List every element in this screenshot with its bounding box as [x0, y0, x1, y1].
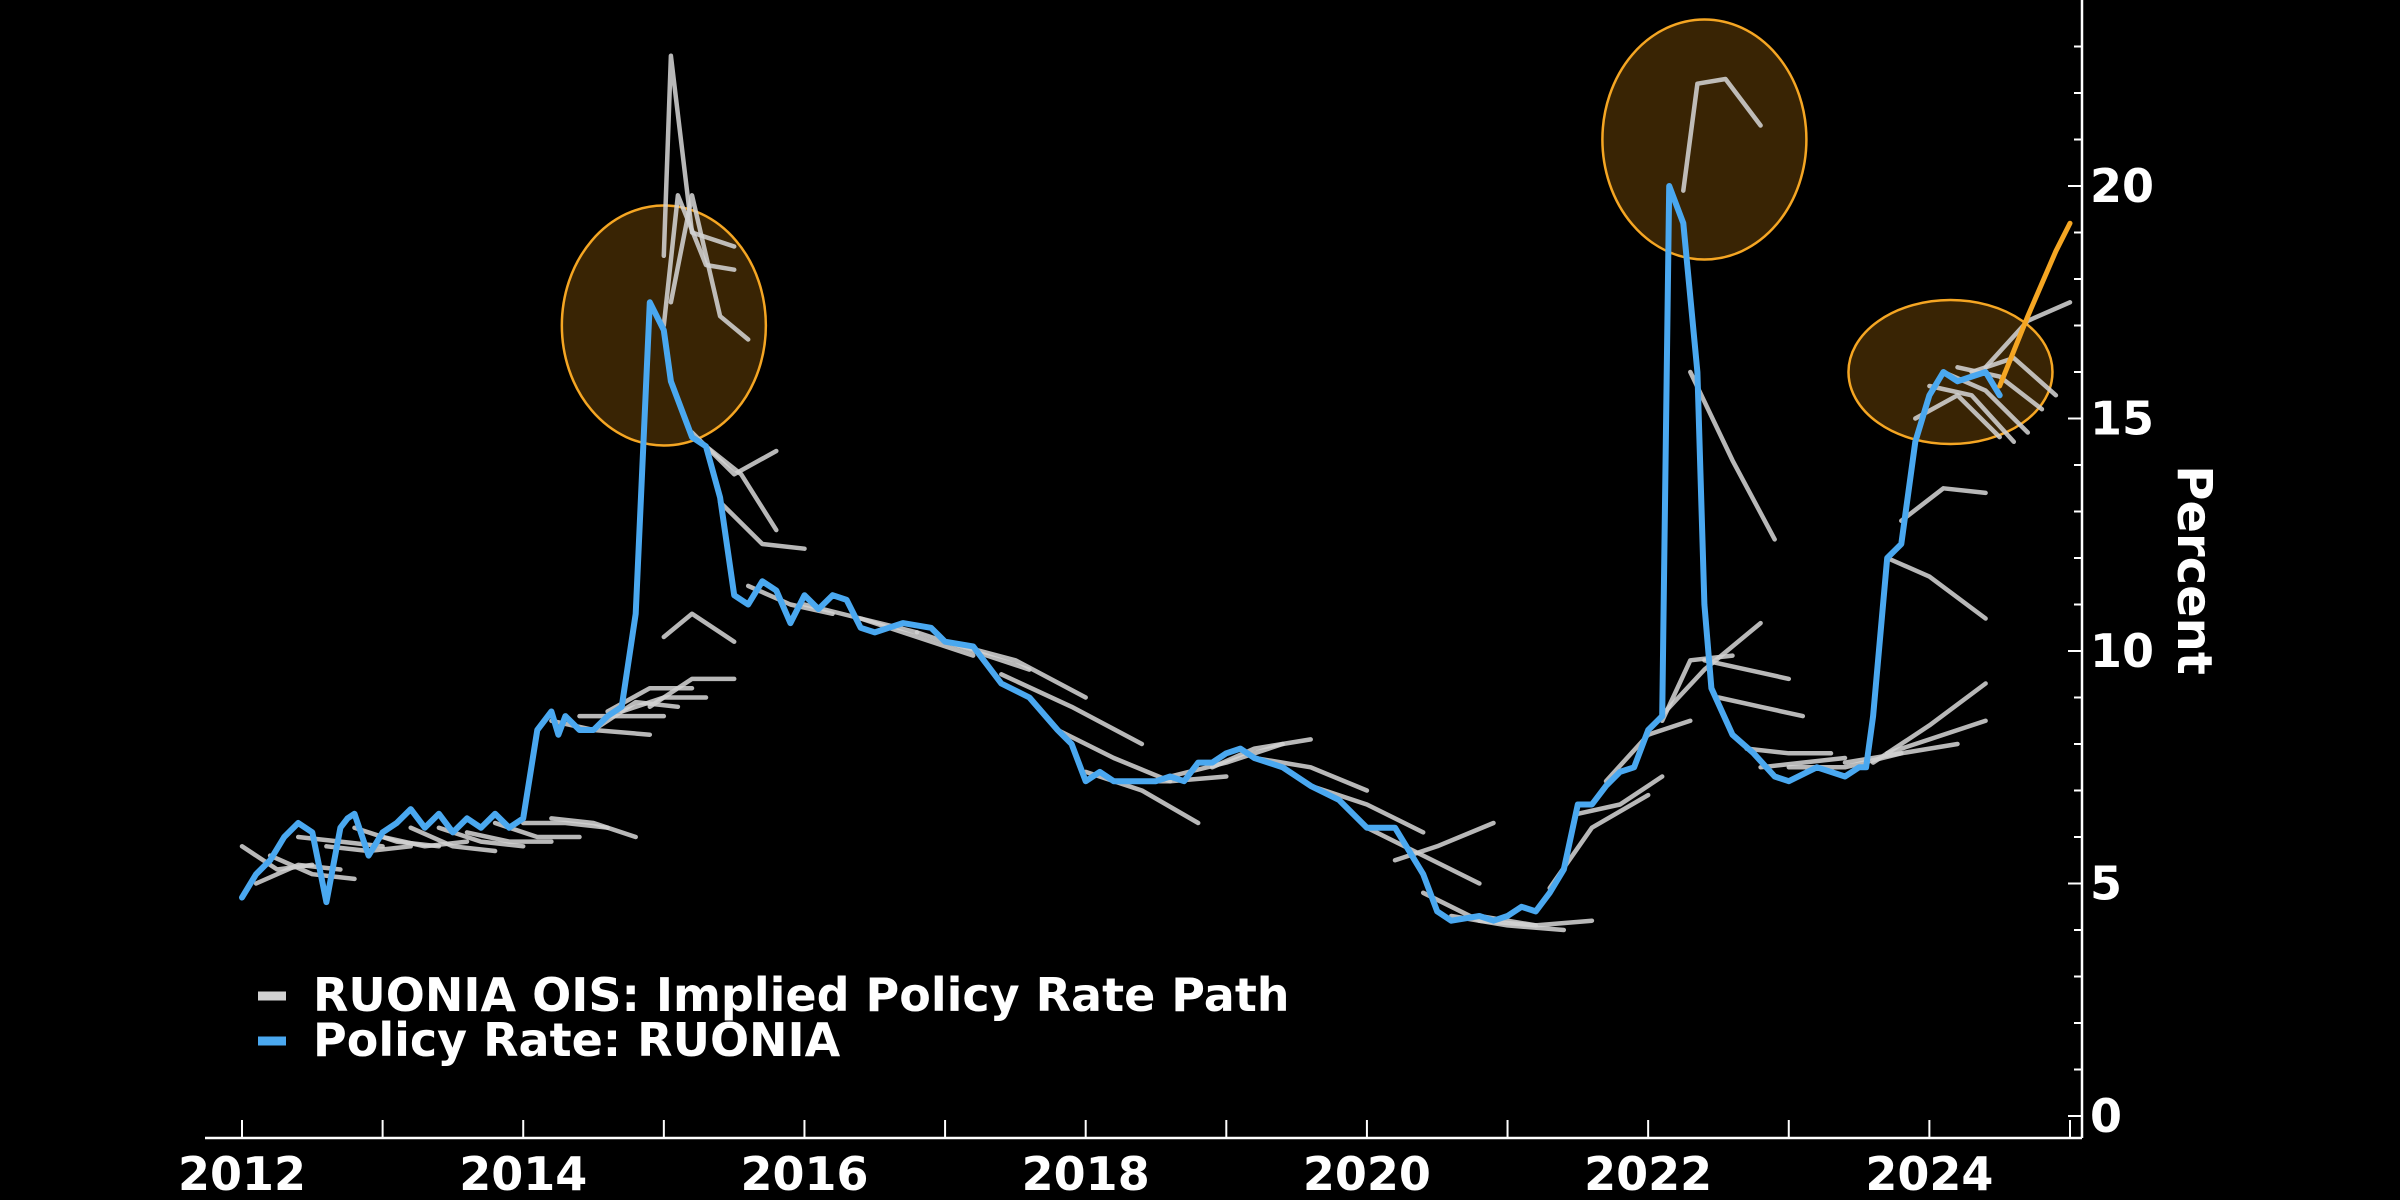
y-tick-labels: 0 5 10 15 20 — [2090, 159, 2154, 1143]
ois-path-line — [1913, 393, 2002, 440]
ois-path-line — [1884, 555, 1988, 621]
ois-path-line — [549, 816, 638, 840]
legend: RUONIA OIS: Implied Policy Rate Path Pol… — [258, 968, 1290, 1067]
ois-path-line — [1688, 369, 1777, 542]
ois-path-line — [380, 834, 470, 849]
highlight-circle — [1601, 18, 1808, 261]
ois-path-line — [1899, 486, 1988, 524]
axes: 2012 2014 2016 2018 2020 2022 2024 0 5 10 15 20 Pe… — [178, 0, 2222, 1200]
ois-path-line — [1842, 741, 1960, 765]
ois-path-line — [1659, 653, 1735, 724]
ois-path-line — [408, 825, 498, 854]
x-tick-label: 2016 — [740, 1147, 868, 1200]
ois-path-line — [647, 676, 737, 710]
ois-path-line — [661, 193, 737, 328]
legend-label-policy: Policy Rate: RUONIA — [313, 1013, 841, 1067]
ois-path-line — [1884, 718, 1988, 756]
y-minor-ticks — [2068, 45, 2082, 1117]
ois-path-line — [717, 499, 807, 551]
y-tick-label: 5 — [2090, 857, 2122, 911]
ois-path-line — [1055, 727, 1173, 784]
x-tick-label: 2014 — [459, 1147, 587, 1200]
y-tick-label: 20 — [2090, 159, 2154, 213]
x-minor-ticks — [241, 1120, 2071, 1138]
ois-path-line — [999, 672, 1145, 747]
x-tick-label: 2022 — [1584, 1147, 1712, 1200]
ois-path-line — [267, 853, 357, 882]
latest-ois-path — [1997, 220, 2073, 389]
ois-path-line — [253, 862, 343, 886]
policy-rate-line — [239, 183, 2003, 924]
y-tick-label: 0 — [2090, 1089, 2122, 1143]
ois-path-line — [661, 53, 737, 259]
ois-path-line — [1364, 825, 1482, 886]
x-tick-label: 2020 — [1303, 1147, 1431, 1200]
x-tick-labels: 2012 2014 2016 2018 2020 2022 2024 — [178, 1147, 1993, 1200]
ois-path-line — [703, 444, 779, 533]
y-tick-label: 15 — [2090, 392, 2154, 446]
latest-ois-line — [1997, 220, 2073, 389]
ois-path-line — [1702, 658, 1792, 682]
ois-path-line — [668, 193, 751, 342]
ois-path-line — [520, 820, 610, 830]
ois-path-line — [1927, 383, 2017, 445]
legend-label-ois: RUONIA OIS: Implied Policy Rate Path — [313, 968, 1290, 1022]
policy-rate-series — [239, 183, 2003, 924]
ois-path-line — [464, 830, 554, 844]
x-tick-label: 2024 — [1865, 1147, 1993, 1200]
ois-path-line — [1681, 76, 1763, 193]
x-tick-label: 2012 — [178, 1147, 306, 1200]
ois-path-line — [1575, 774, 1665, 817]
y-axis-title: Percent — [2166, 465, 2222, 675]
ois-path-line — [1209, 737, 1313, 770]
y-tick-label: 10 — [2090, 624, 2154, 678]
ois-path-line — [1716, 695, 1806, 719]
ois-path-line — [1758, 755, 1848, 770]
ois-path-line — [858, 616, 976, 658]
ois-path-line — [1744, 746, 1834, 756]
x-tick-label: 2018 — [1022, 1147, 1150, 1200]
ois-path-line — [661, 611, 737, 644]
highlight-circle — [1847, 298, 2054, 446]
ois-path-line — [591, 699, 681, 733]
